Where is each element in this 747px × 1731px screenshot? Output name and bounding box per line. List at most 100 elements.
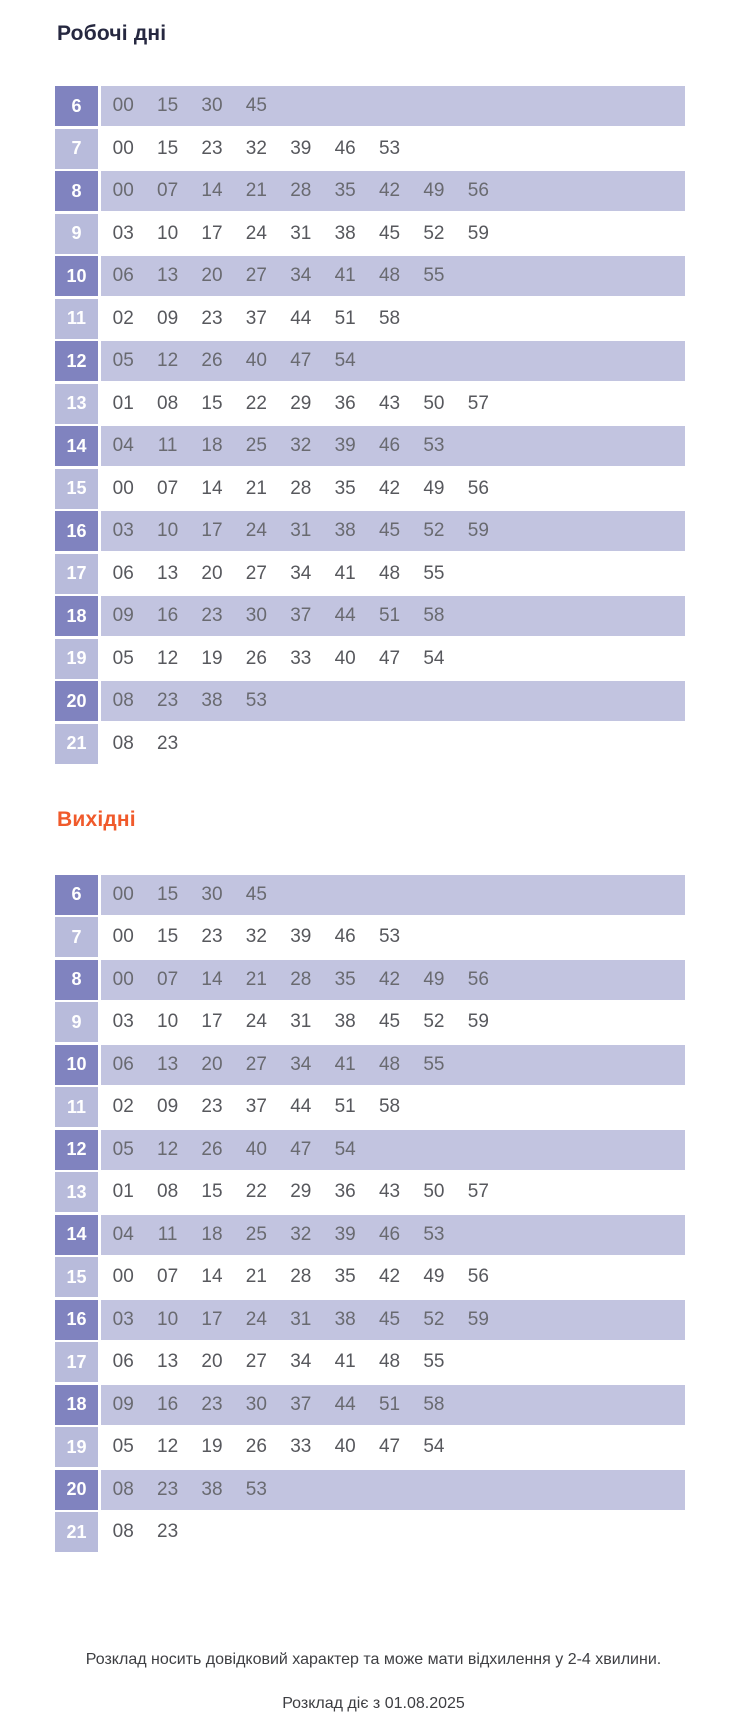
minute-cell: 12 bbox=[157, 350, 179, 371]
minute-cell: 18 bbox=[201, 1223, 223, 1245]
minute-cell: 53 bbox=[245, 690, 267, 711]
minute-cell: 37 bbox=[245, 307, 267, 329]
minute-cell: 42 bbox=[378, 180, 401, 201]
minute-cell: 43 bbox=[378, 1181, 401, 1202]
minute-cell: 53 bbox=[245, 1478, 267, 1500]
minute-cell: 23 bbox=[157, 1478, 179, 1500]
minute-cell: 00 bbox=[112, 180, 134, 201]
minute-cell: 20 bbox=[201, 1053, 223, 1075]
minute-cell: 08 bbox=[112, 1478, 134, 1500]
hour-row: 9 03 10 17 24 31 38 45 52 59 bbox=[55, 213, 685, 254]
schedule-valid-from: Розклад діє з 01.08.2025 bbox=[282, 1695, 465, 1712]
minute-cell: 56 bbox=[467, 1266, 489, 1287]
minutes-band: 08 23 38 53 bbox=[101, 681, 685, 721]
hour-label: 21 bbox=[55, 723, 98, 764]
minutes-band: 00 07 14 21 28 35 42 49 56 bbox=[101, 468, 685, 509]
minute-cell: 03 bbox=[112, 520, 134, 541]
hour-row: 6 00 15 30 45 bbox=[55, 86, 685, 126]
minute-cell: 24 bbox=[245, 222, 267, 244]
minute-cell: 07 bbox=[157, 1266, 179, 1287]
minutes-band: 04 11 18 25 32 39 46 53 bbox=[101, 1214, 685, 1255]
minute-cell: 28 bbox=[290, 968, 312, 990]
minute-cell: 39 bbox=[334, 435, 356, 456]
hour-label: 13 bbox=[55, 1172, 98, 1212]
minute-cell: 13 bbox=[157, 1053, 179, 1075]
minute-cell: 24 bbox=[245, 520, 267, 541]
minutes-band: 08 23 38 53 bbox=[101, 1469, 685, 1510]
minute-cell: 56 bbox=[467, 477, 489, 499]
minute-cell: 24 bbox=[245, 1308, 267, 1330]
minute-cell: 58 bbox=[423, 1393, 445, 1415]
minutes-band: 05 12 26 40 47 54 bbox=[101, 341, 685, 381]
minute-cell: 45 bbox=[378, 1011, 401, 1032]
minutes-band: 03 10 17 24 31 38 45 52 59 bbox=[101, 1002, 685, 1042]
hour-label: 14 bbox=[55, 1214, 98, 1255]
minute-cell: 40 bbox=[334, 1436, 356, 1457]
minute-cell: 06 bbox=[112, 1053, 134, 1075]
minute-cell: 23 bbox=[201, 926, 223, 947]
minute-cell: 40 bbox=[334, 647, 356, 669]
minute-cell: 08 bbox=[112, 1521, 134, 1542]
minute-cell: 15 bbox=[201, 1181, 223, 1202]
minutes-band: 05 12 19 26 33 40 47 54 bbox=[101, 1427, 685, 1467]
minute-cell: 32 bbox=[290, 435, 312, 456]
minute-cell: 09 bbox=[157, 1096, 179, 1117]
minute-cell: 44 bbox=[334, 1393, 356, 1415]
hour-label: 7 bbox=[55, 917, 98, 957]
minute-cell: 26 bbox=[245, 1436, 267, 1457]
minute-cell: 12 bbox=[157, 647, 179, 669]
minute-cell: 52 bbox=[423, 1308, 445, 1330]
minutes-band: 05 12 26 40 47 54 bbox=[101, 1129, 685, 1170]
minute-cell: 46 bbox=[378, 1223, 401, 1245]
minute-cell: 58 bbox=[378, 307, 401, 329]
minute-cell: 05 bbox=[112, 647, 134, 669]
hour-label: 11 bbox=[55, 1087, 98, 1127]
minute-cell: 10 bbox=[157, 1308, 179, 1330]
minute-cell: 48 bbox=[378, 1351, 401, 1372]
minute-cell: 28 bbox=[290, 477, 312, 499]
minute-cell: 48 bbox=[378, 1053, 401, 1075]
minute-cell: 45 bbox=[378, 520, 401, 541]
minute-cell: 59 bbox=[467, 520, 489, 541]
minute-cell: 47 bbox=[290, 1138, 312, 1160]
hour-label: 18 bbox=[55, 596, 98, 636]
minute-cell: 57 bbox=[467, 1181, 489, 1202]
hour-row: 15 00 07 14 21 28 35 42 49 56 bbox=[55, 1257, 685, 1297]
minute-cell: 00 bbox=[112, 968, 134, 990]
minute-cell: 55 bbox=[423, 1351, 445, 1372]
minute-cell: 32 bbox=[245, 137, 267, 159]
hour-label: 9 bbox=[55, 1002, 98, 1042]
minute-cell: 10 bbox=[157, 520, 179, 541]
minute-cell: 49 bbox=[423, 968, 445, 990]
minute-cell: 30 bbox=[201, 95, 223, 116]
schedule-note: Розклад носить довідковий характер та мо… bbox=[85, 1651, 662, 1668]
minute-cell: 49 bbox=[423, 477, 445, 499]
minute-cell: 07 bbox=[157, 968, 179, 990]
minute-cell: 23 bbox=[201, 605, 223, 626]
minute-cell: 59 bbox=[467, 1011, 489, 1032]
minute-cell: 55 bbox=[423, 265, 445, 286]
minute-cell: 10 bbox=[157, 222, 179, 244]
hour-row: 17 06 13 20 27 34 41 48 55 bbox=[55, 553, 685, 594]
minute-cell: 54 bbox=[423, 647, 445, 669]
minute-cell: 01 bbox=[112, 392, 134, 414]
minutes-band: 00 15 23 32 39 46 53 bbox=[101, 128, 685, 169]
minutes-band: 02 09 23 37 44 51 58 bbox=[101, 1087, 685, 1127]
minute-cell: 20 bbox=[201, 1351, 223, 1372]
minute-cell: 36 bbox=[334, 392, 356, 414]
hour-row: 15 00 07 14 21 28 35 42 49 56 bbox=[55, 468, 685, 509]
minute-cell: 03 bbox=[112, 1011, 134, 1032]
minute-cell: 07 bbox=[157, 180, 179, 201]
minute-cell: 44 bbox=[334, 605, 356, 626]
minute-cell: 15 bbox=[157, 926, 179, 947]
minute-cell: 15 bbox=[157, 883, 179, 905]
minute-cell: 47 bbox=[378, 647, 401, 669]
hour-label: 18 bbox=[55, 1384, 98, 1425]
minute-cell: 02 bbox=[112, 307, 134, 329]
minute-cell: 00 bbox=[112, 477, 134, 499]
minute-cell: 31 bbox=[290, 520, 312, 541]
minutes-band: 08 23 bbox=[101, 1512, 685, 1552]
minute-cell: 47 bbox=[290, 350, 312, 371]
hour-row: 7 00 15 23 32 39 46 53 bbox=[55, 917, 685, 957]
minute-cell: 09 bbox=[112, 605, 134, 626]
